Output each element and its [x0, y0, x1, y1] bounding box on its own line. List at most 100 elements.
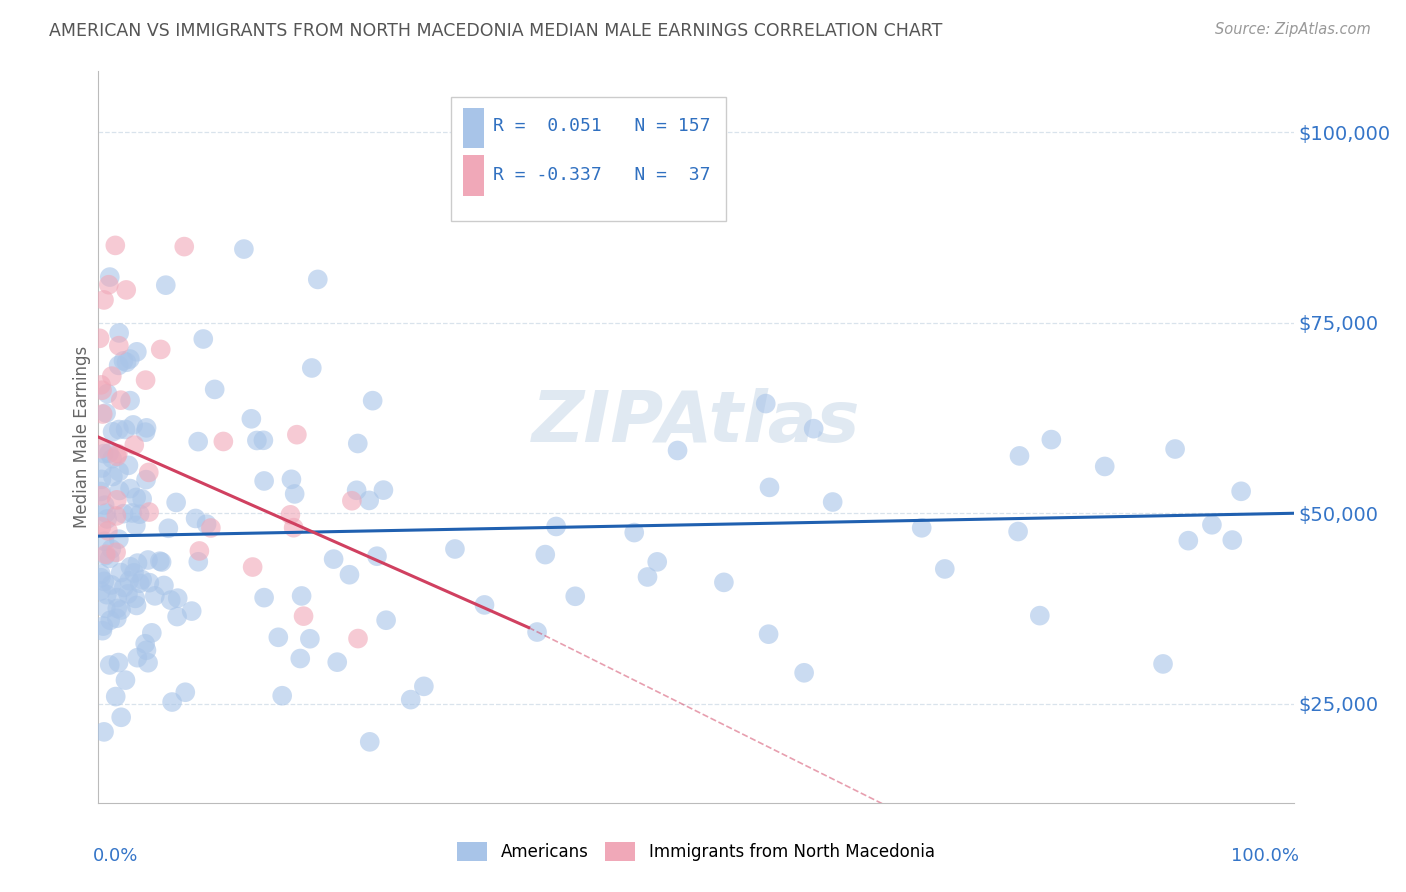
Text: AMERICAN VS IMMIGRANTS FROM NORTH MACEDONIA MEDIAN MALE EARNINGS CORRELATION CHA: AMERICAN VS IMMIGRANTS FROM NORTH MACEDO… [49, 22, 942, 40]
Point [94, 601, 117, 615]
Point [110, 710, 132, 724]
Point [121, 506, 143, 520]
Point [112, 507, 135, 521]
Point [180, 604, 202, 618]
Point [758, 480, 780, 494]
Point [91, 624, 114, 638]
Point [1177, 533, 1199, 548]
Point [280, 472, 302, 486]
Text: ZIPAtlas: ZIPAtlas [531, 388, 860, 457]
Point [105, 508, 128, 523]
Point [122, 438, 145, 452]
Text: R =  0.051   N = 157: R = 0.051 N = 157 [494, 117, 710, 136]
Point [101, 369, 124, 384]
Point [136, 656, 159, 670]
Point [290, 651, 312, 665]
Point [101, 425, 124, 439]
Point [326, 655, 349, 669]
Point [91, 619, 114, 633]
Point [131, 491, 153, 506]
Point [271, 689, 294, 703]
Point [134, 425, 156, 439]
Point [100, 578, 122, 592]
Point [108, 423, 131, 437]
Point [107, 447, 129, 461]
Point [252, 434, 274, 448]
Point [125, 599, 148, 613]
Point [90, 472, 112, 486]
Point [160, 695, 183, 709]
Point [93, 724, 115, 739]
Point [534, 548, 557, 562]
Point [564, 589, 586, 603]
Point [645, 555, 668, 569]
Point [204, 383, 226, 397]
Point [291, 589, 314, 603]
Point [149, 343, 172, 357]
Text: R = -0.337   N =  37: R = -0.337 N = 37 [494, 166, 710, 185]
Point [188, 544, 211, 558]
Point [114, 673, 136, 687]
Point [546, 519, 568, 533]
Point [90, 442, 112, 456]
Point [96, 386, 118, 401]
Point [346, 436, 368, 450]
Point [135, 473, 157, 487]
Point [301, 361, 323, 376]
Bar [463, 155, 485, 195]
Point [105, 601, 128, 615]
Point [187, 555, 209, 569]
Point [346, 483, 368, 498]
Point [138, 505, 160, 519]
Point [803, 422, 825, 436]
Point [105, 449, 128, 463]
Point [101, 451, 124, 466]
Point [90, 583, 112, 598]
Point [143, 589, 166, 603]
Point [307, 272, 329, 286]
Point [373, 483, 395, 497]
Point [98, 270, 121, 285]
Point [114, 422, 136, 436]
Point [240, 412, 263, 426]
Point [118, 574, 141, 588]
Point [105, 591, 128, 605]
Point [399, 692, 422, 706]
Point [96, 588, 118, 602]
Bar [463, 108, 485, 148]
Point [110, 393, 132, 408]
Point [298, 632, 321, 646]
Point [100, 541, 122, 556]
Point [292, 609, 315, 624]
Point [375, 613, 398, 627]
Point [359, 735, 381, 749]
Point [1007, 524, 1029, 539]
Point [339, 567, 361, 582]
Point [125, 344, 148, 359]
Text: 100.0%: 100.0% [1232, 847, 1299, 864]
Point [1164, 442, 1187, 456]
Point [117, 587, 139, 601]
Point [166, 609, 188, 624]
Point [122, 417, 145, 432]
Point [242, 560, 264, 574]
Point [108, 483, 131, 498]
Point [166, 591, 188, 606]
Point [115, 283, 138, 297]
Point [128, 507, 150, 521]
Point [232, 242, 254, 256]
Point [155, 278, 177, 293]
Point [284, 487, 307, 501]
Text: Source: ZipAtlas.com: Source: ZipAtlas.com [1215, 22, 1371, 37]
Point [112, 581, 135, 595]
Point [91, 407, 114, 421]
Point [713, 575, 735, 590]
Point [285, 427, 308, 442]
Point [1152, 657, 1174, 671]
Point [94, 547, 117, 561]
Point [93, 498, 115, 512]
Point [184, 511, 207, 525]
Point [122, 566, 145, 580]
Point [97, 277, 120, 292]
Point [280, 508, 302, 522]
